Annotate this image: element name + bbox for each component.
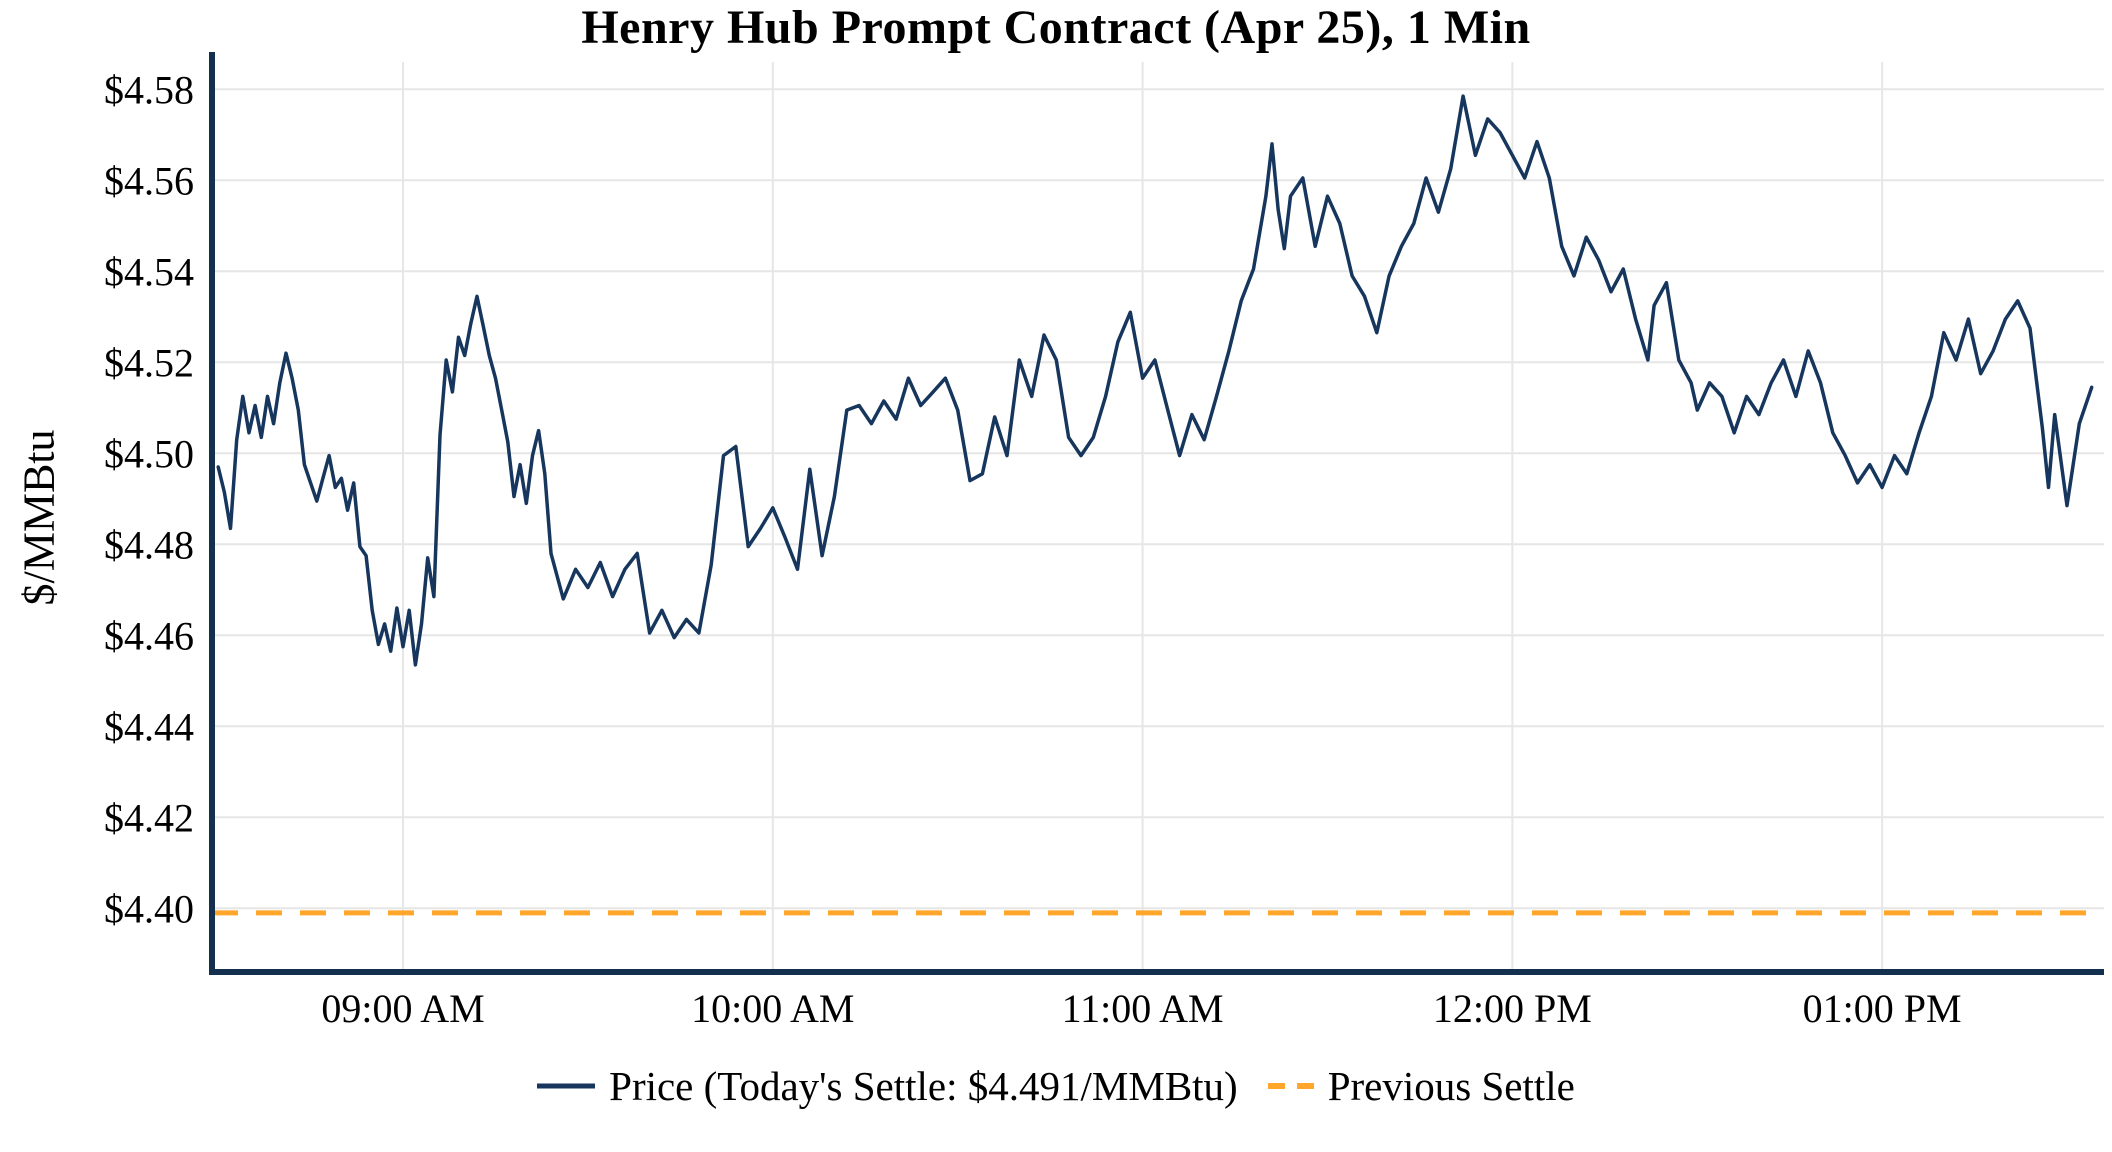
- chart-title: Henry Hub Prompt Contract (Apr 25), 1 Mi…: [581, 1, 1531, 54]
- y-tick-label: $4.50: [104, 431, 194, 476]
- y-tick-label: $4.42: [104, 795, 194, 840]
- legend-item-price: Price (Today's Settle: $4.491/MMBtu): [537, 1062, 1238, 1110]
- y-tick-label: $4.40: [104, 886, 194, 931]
- x-tick-label: 12:00 PM: [1433, 986, 1592, 1031]
- y-tick-label: $4.46: [104, 613, 194, 658]
- legend-price-label: Price (Today's Settle: $4.491/MMBtu): [609, 1063, 1238, 1109]
- y-tick-label: $4.58: [104, 67, 194, 112]
- price-line: [216, 94, 2094, 667]
- x-tick-label: 11:00 AM: [1062, 986, 1224, 1031]
- y-tick-label: $4.44: [104, 704, 194, 749]
- legend-previous-settle-label: Previous Settle: [1327, 1063, 1575, 1109]
- legend-item-previous-settle: Previous Settle: [1267, 1062, 1575, 1110]
- y-tick-label: $4.48: [104, 522, 194, 567]
- x-tick-label: 01:00 PM: [1803, 986, 1962, 1031]
- y-tick-label: $4.54: [104, 249, 194, 294]
- x-tick-label: 10:00 AM: [691, 986, 854, 1031]
- x-tick-label: 09:00 AM: [321, 986, 484, 1031]
- previous-settle-dash-swatch-icon: [1267, 1083, 1314, 1089]
- chart-legend: Price (Today's Settle: $4.491/MMBtu) Pre…: [0, 1062, 2112, 1110]
- price-line-swatch-icon: [537, 1083, 596, 1089]
- y-tick-label: $4.56: [104, 158, 194, 203]
- y-tick-label: $4.52: [104, 340, 194, 385]
